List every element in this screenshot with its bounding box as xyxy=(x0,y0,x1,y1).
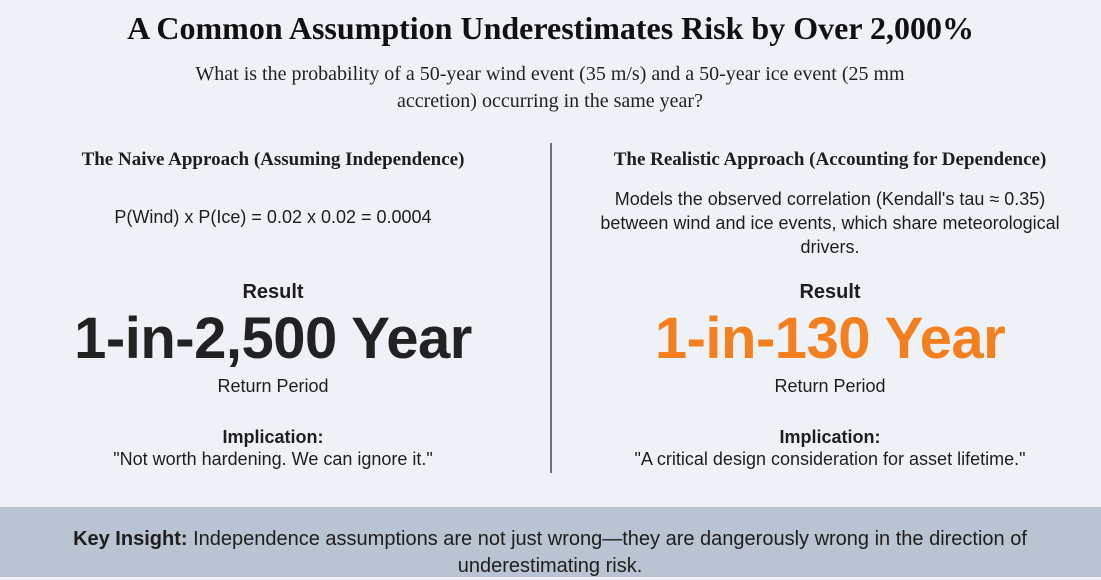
column-body: Models the observed correlation (Kendall… xyxy=(600,189,1060,257)
result-unit: Return Period xyxy=(774,376,886,396)
footer-body: Independence assumptions are not just wr… xyxy=(193,528,1027,577)
result-label: Result xyxy=(799,281,861,303)
column-heading: The Naive Approach (Assuming Independenc… xyxy=(81,149,465,170)
footer-label: Key Insight: xyxy=(73,528,188,550)
result-value: 1-in-130 Year xyxy=(654,306,1006,371)
result-value: 1-in-2,500 Year xyxy=(74,306,472,371)
column-body: P(Wind) x P(Ice) = 0.02 x 0.02 = 0.0004 xyxy=(114,207,432,227)
divider xyxy=(550,143,552,473)
result-label: Result xyxy=(242,281,304,303)
result-unit: Return Period xyxy=(217,376,329,396)
footer: Key Insight: Independence assumptions ar… xyxy=(0,507,1101,577)
implication-text: "A critical design consideration for ass… xyxy=(634,449,1026,469)
title: A Common Assumption Underestimates Risk … xyxy=(127,10,974,46)
implication-text: "Not worth hardening. We can ignore it." xyxy=(113,449,433,469)
column-heading: The Realistic Approach (Accounting for D… xyxy=(613,149,1047,170)
footer-text: Key Insight: Independence assumptions ar… xyxy=(50,526,1050,580)
subtitle: What is the probability of a 50-year win… xyxy=(195,63,905,112)
column: The Naive Approach (Assuming Independenc… xyxy=(3,143,543,483)
implication-label: Implication: xyxy=(222,427,324,447)
implication-label: Implication: xyxy=(779,427,881,447)
column: The Realistic Approach (Accounting for D… xyxy=(560,143,1100,483)
